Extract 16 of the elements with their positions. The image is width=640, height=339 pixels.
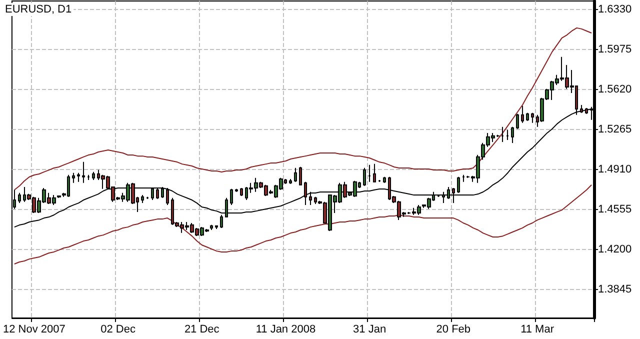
x-tick-label: 21 Dec [184, 324, 220, 336]
chart-title: EURUSD, D1 [5, 4, 72, 16]
x-tick-label: 11 Mar [520, 324, 554, 336]
y-tick-label: 1.5620 [598, 83, 632, 96]
x-tick-label: 20 Feb [436, 324, 471, 336]
y-tick-label: 1.4200 [598, 243, 632, 256]
x-tick-label: 11 Jan 2008 [256, 324, 316, 336]
y-tick-label: 1.6330 [598, 3, 632, 16]
x-tick-label: 02 Dec [100, 324, 136, 336]
y-tick-label: 1.3845 [598, 283, 632, 296]
y-tick-label: 1.4555 [598, 203, 632, 216]
x-tick-label: 31 Jan [353, 324, 386, 336]
y-tick-label: 1.5265 [598, 123, 632, 136]
y-tick-label: 1.5975 [598, 43, 632, 56]
x-tick-label: 12 Nov 2007 [2, 324, 66, 336]
y-tick-label: 1.4910 [598, 163, 632, 176]
